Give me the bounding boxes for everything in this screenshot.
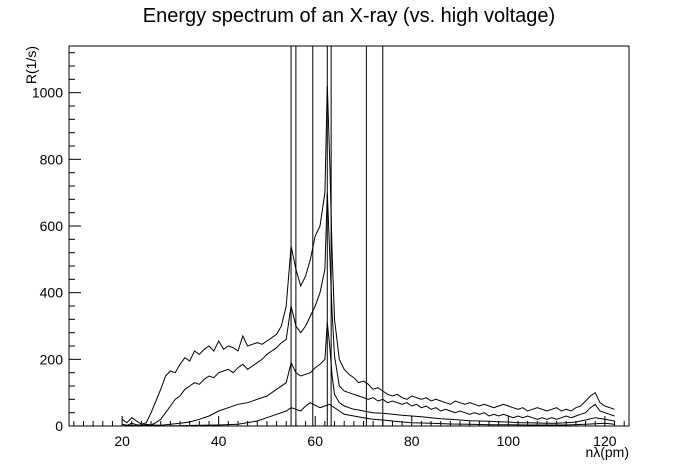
axes-group bbox=[68, 45, 630, 427]
series-line-1 bbox=[121, 192, 615, 426]
y-tick-label: 0 bbox=[55, 418, 63, 434]
x-tick-label: 60 bbox=[307, 433, 323, 449]
y-tick-label: 600 bbox=[40, 218, 64, 234]
plot-frame bbox=[68, 45, 630, 427]
x-axis-label: nλ(pm) bbox=[585, 444, 629, 460]
x-tick-label: 80 bbox=[404, 433, 420, 449]
y-tick-label: 400 bbox=[40, 285, 64, 301]
y-axis-label: R(1/s) bbox=[23, 46, 39, 84]
series-group bbox=[121, 85, 615, 427]
series-line-3 bbox=[122, 402, 615, 427]
y-tick-label: 800 bbox=[40, 151, 64, 167]
x-tick-label: 20 bbox=[114, 433, 130, 449]
chart-title: Energy spectrum of an X-ray (vs. high vo… bbox=[142, 5, 556, 27]
y-tick-label: 200 bbox=[40, 351, 64, 367]
x-tick-label: 120 bbox=[593, 433, 617, 449]
y-tick-label: 1000 bbox=[32, 85, 63, 101]
series-line-0 bbox=[121, 85, 615, 425]
ticks-group: 20 40 60 80 100 120 0 200 400 600 800 1000 bbox=[32, 52, 625, 449]
series-line-2 bbox=[122, 322, 615, 427]
x-tick-label: 100 bbox=[497, 433, 521, 449]
x-tick-label: 40 bbox=[211, 433, 227, 449]
